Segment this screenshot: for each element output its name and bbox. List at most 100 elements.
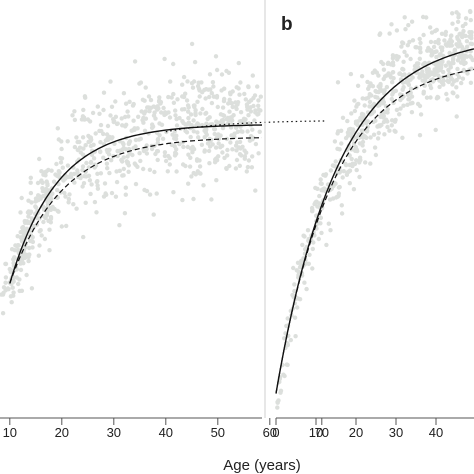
- data-point: [455, 58, 461, 63]
- data-point: [360, 143, 365, 148]
- data-point: [50, 204, 55, 210]
- data-point: [0, 292, 4, 297]
- data-point: [401, 67, 406, 72]
- data-point: [458, 42, 463, 47]
- data-point: [197, 158, 202, 163]
- data-point: [171, 91, 176, 97]
- data-point: [450, 21, 455, 26]
- data-point: [417, 56, 422, 61]
- data-point: [62, 190, 67, 196]
- data-point: [253, 141, 259, 147]
- data-point: [426, 45, 431, 51]
- data-point: [385, 61, 390, 66]
- data-point: [375, 136, 381, 141]
- data-point: [240, 144, 245, 149]
- data-point: [256, 107, 261, 113]
- data-point: [242, 156, 247, 161]
- data-point: [469, 66, 474, 71]
- data-point: [376, 130, 381, 136]
- data-point: [362, 148, 367, 154]
- data-point: [258, 94, 263, 99]
- data-point: [448, 33, 454, 39]
- data-point: [426, 73, 432, 78]
- data-point: [202, 128, 207, 133]
- data-point: [382, 88, 387, 93]
- data-point: [88, 159, 94, 165]
- data-point: [282, 373, 287, 379]
- data-point: [340, 115, 346, 121]
- data-point: [123, 185, 128, 190]
- data-point: [114, 169, 119, 174]
- data-point: [152, 169, 157, 175]
- data-point: [149, 125, 155, 130]
- data-point: [111, 117, 116, 122]
- data-point: [385, 110, 390, 115]
- data-point: [234, 148, 239, 153]
- data-point: [360, 139, 366, 145]
- data-point: [87, 178, 93, 183]
- data-point: [442, 38, 447, 43]
- data-point: [202, 135, 207, 140]
- data-point: [464, 54, 470, 59]
- data-point: [28, 190, 34, 196]
- data-point: [420, 69, 425, 74]
- data-point: [404, 80, 409, 85]
- data-point: [244, 150, 249, 155]
- data-point: [459, 80, 464, 86]
- data-point: [252, 118, 257, 123]
- data-point: [330, 196, 336, 201]
- data-point: [316, 236, 321, 242]
- data-point: [387, 31, 392, 36]
- data-point: [469, 33, 474, 38]
- data-point: [63, 194, 68, 199]
- data-point: [95, 171, 100, 176]
- data-point: [93, 131, 98, 136]
- data-point: [81, 107, 86, 113]
- data-point: [248, 98, 254, 103]
- data-point: [59, 146, 64, 152]
- data-point: [405, 102, 410, 108]
- data-point: [108, 79, 113, 84]
- data-point: [107, 170, 112, 176]
- data-point: [47, 248, 52, 253]
- data-point: [245, 107, 250, 112]
- data-point: [311, 240, 316, 245]
- panel-b-curves: [275, 48, 474, 394]
- data-point: [28, 210, 33, 216]
- data-point: [136, 137, 142, 142]
- data-point: [71, 171, 77, 177]
- data-point: [26, 254, 31, 260]
- data-point: [458, 32, 463, 37]
- data-point: [246, 113, 251, 118]
- data-point: [354, 167, 359, 173]
- data-point: [101, 131, 106, 137]
- data-point: [133, 181, 139, 187]
- data-point: [245, 129, 250, 134]
- data-point: [131, 118, 136, 123]
- data-point: [125, 109, 130, 114]
- data-point: [385, 119, 390, 124]
- data-point: [410, 100, 415, 106]
- data-point: [75, 170, 80, 175]
- data-point: [67, 192, 72, 197]
- data-point: [355, 83, 361, 89]
- data-point: [295, 260, 301, 265]
- data-point: [365, 79, 370, 85]
- data-point: [250, 127, 255, 132]
- data-point: [421, 89, 426, 95]
- data-point: [124, 147, 129, 152]
- data-point: [12, 248, 18, 253]
- data-point: [47, 227, 52, 232]
- data-point: [168, 79, 173, 84]
- data-point: [351, 187, 357, 192]
- data-point: [82, 94, 88, 99]
- data-point: [95, 104, 101, 109]
- data-point: [49, 168, 54, 173]
- data-point: [432, 70, 437, 75]
- data-point: [162, 110, 168, 115]
- data-point: [448, 75, 454, 81]
- data-point: [414, 61, 420, 66]
- data-point: [146, 94, 152, 99]
- data-point: [409, 19, 415, 24]
- data-point: [454, 114, 459, 119]
